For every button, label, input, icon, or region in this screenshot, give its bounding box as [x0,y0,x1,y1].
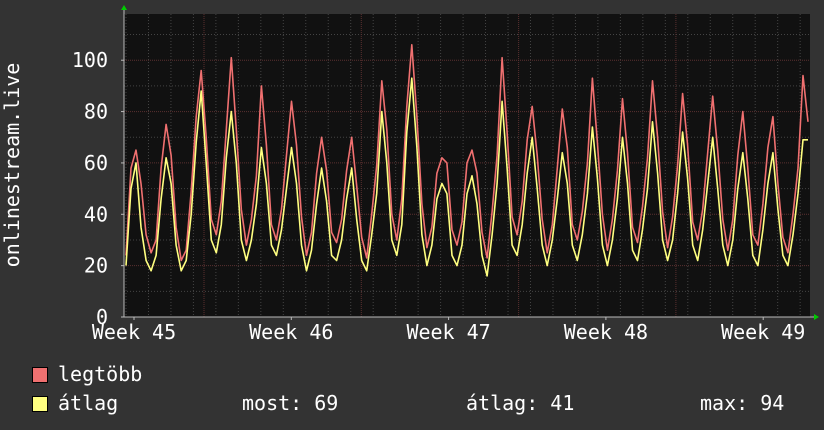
legend-label-max: legtöbb [58,362,143,386]
series-line-1 [125,77,808,277]
x-tick-label: Week 48 [564,320,648,344]
tick-labels: 0 20 40 60 80 100 Week 45 Week 46 Week 47 Week 48… [72,48,805,344]
x-tick-label: Week 46 [249,320,333,344]
stat-average: átlag: 41 [466,391,575,415]
legend-label-avg: átlag [58,391,119,415]
x-axis-arrow [814,314,819,320]
y-axis-label: onlinestream.live [0,63,24,268]
axes [121,5,819,320]
y-tick-label: 60 [84,151,108,175]
x-tick-label: Week 47 [406,320,490,344]
series-layer [125,43,809,277]
y-tick-label: 40 [84,202,108,226]
y-axis-arrow [121,5,127,10]
stat-maximum: max: 94 [700,391,785,415]
legend-swatch-max [32,367,48,383]
x-tick-label: Week 45 [92,320,176,344]
y-tick-label: 100 [72,48,108,72]
legend-swatch-avg [32,396,48,412]
x-tick-label: Week 49 [721,320,805,344]
series-line-0 [125,43,809,262]
y-tick-label: 0 [96,305,108,329]
stat-current: most: 69 [242,391,339,415]
y-tick-label: 20 [84,254,108,278]
y-tick-label: 80 [84,100,108,124]
grid [124,14,810,317]
